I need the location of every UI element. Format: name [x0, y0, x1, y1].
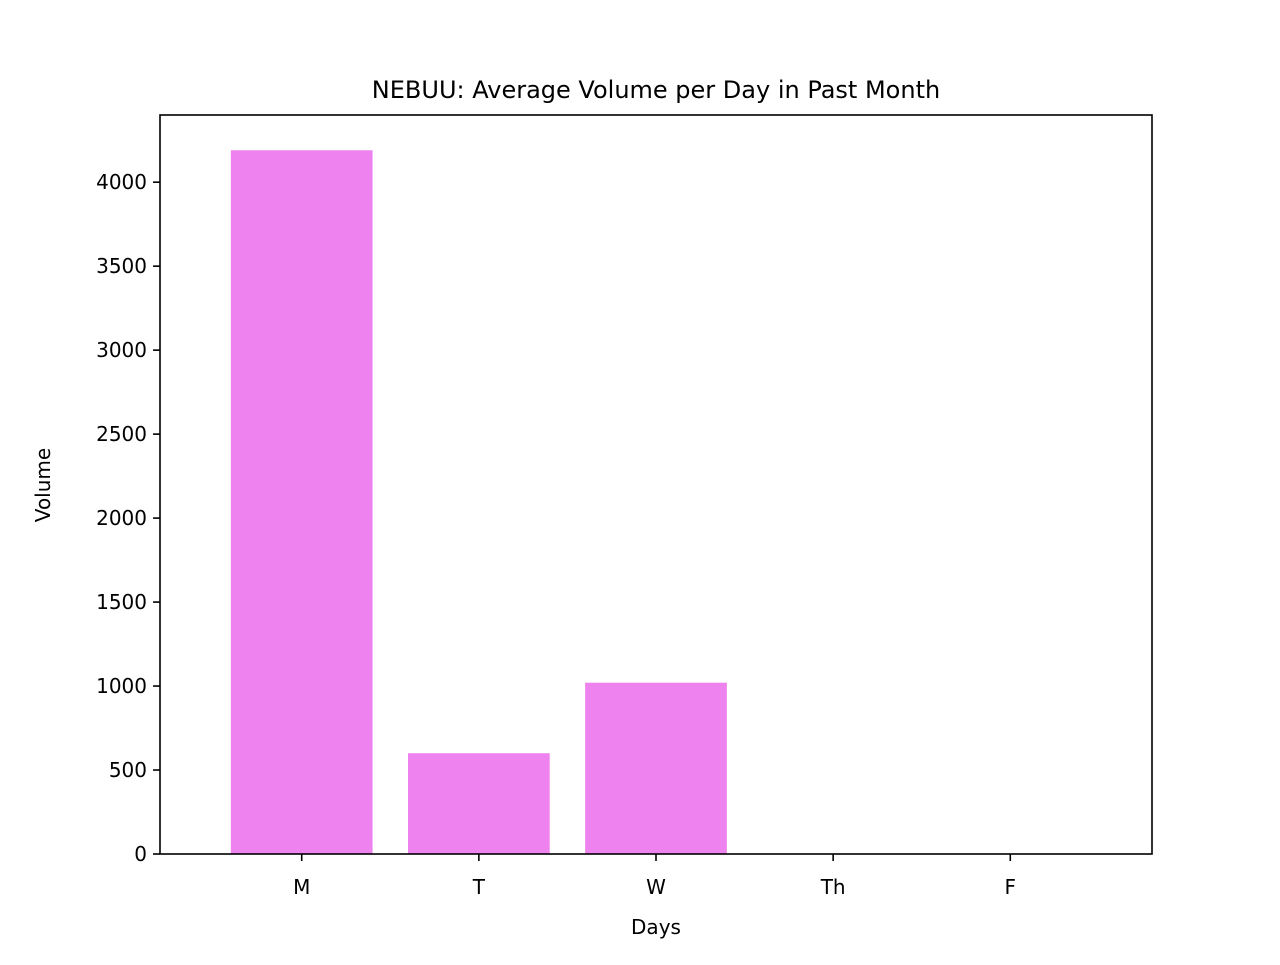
y-tick-label: 0	[134, 842, 147, 866]
y-axis-label: Volume	[31, 448, 55, 522]
y-tick-label: 2500	[96, 422, 147, 446]
y-axis: 0 500 1000 1500 2000 2500 3000 3500 4000	[96, 170, 160, 866]
bar-t	[408, 753, 550, 854]
x-tick-label: F	[1005, 875, 1017, 899]
x-tick-label: Th	[820, 875, 846, 899]
x-tick-label: W	[646, 875, 666, 899]
x-tick-label: T	[472, 875, 486, 899]
y-tick-label: 500	[109, 758, 147, 782]
x-tick-label: M	[293, 875, 310, 899]
bar-m	[230, 150, 373, 855]
bars-group	[230, 150, 727, 855]
bar-w	[585, 682, 727, 854]
y-tick-label: 1500	[96, 590, 147, 614]
y-tick-label: 1000	[96, 674, 147, 698]
x-axis-label: Days	[631, 915, 681, 939]
y-tick-label: 3500	[96, 254, 147, 278]
y-tick-label: 2000	[96, 506, 147, 530]
y-tick-label: 3000	[96, 338, 147, 362]
chart-title: NEBUU: Average Volume per Day in Past Mo…	[372, 76, 940, 104]
y-tick-label: 4000	[96, 170, 147, 194]
x-axis: M T W Th F	[293, 854, 1016, 899]
